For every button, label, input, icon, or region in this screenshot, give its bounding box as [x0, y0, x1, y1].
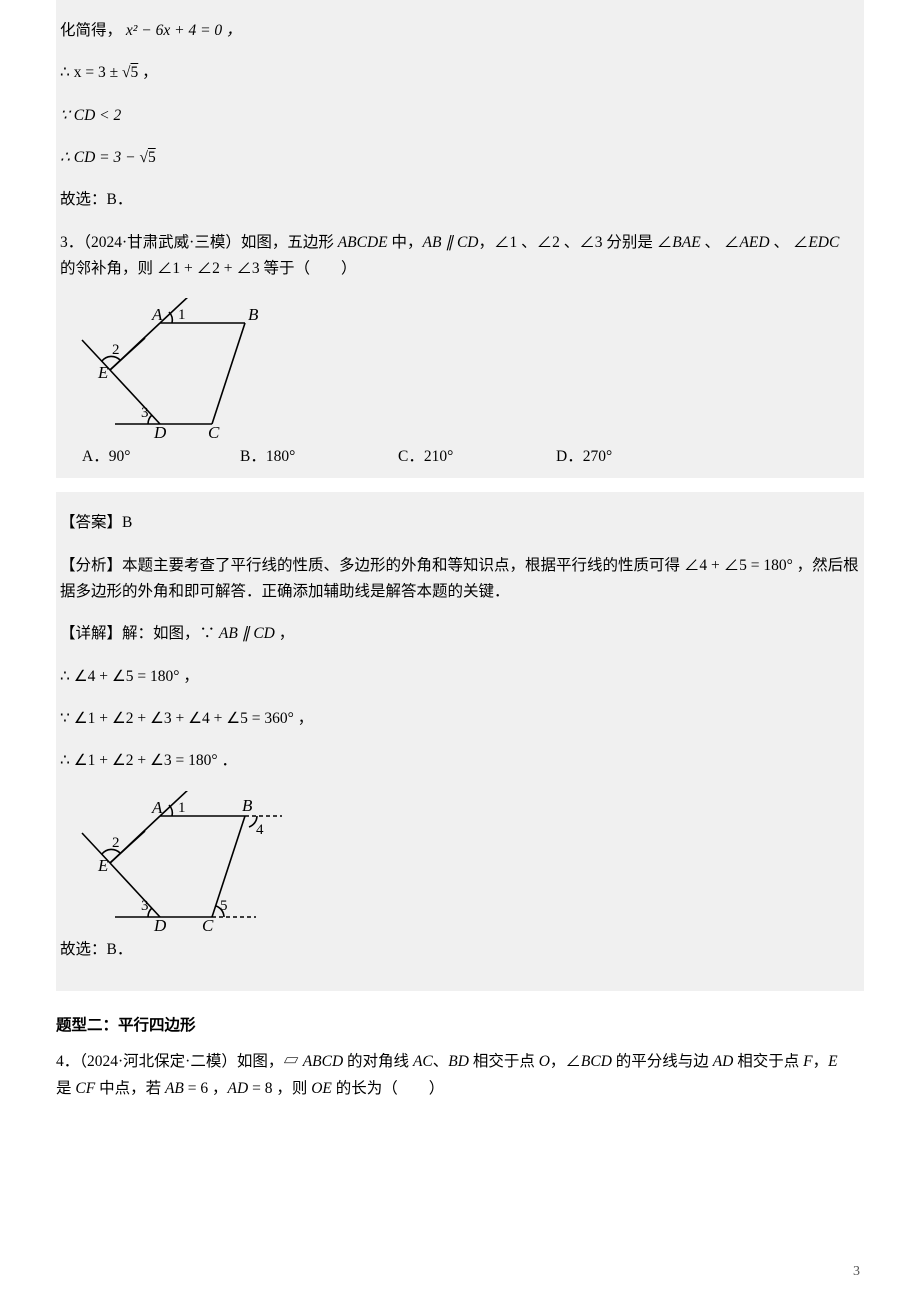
expr: ∴ x = 3 ± √5 ， [60, 64, 158, 81]
section-2-title: 题型二：平行四边形 [56, 1013, 864, 1035]
svg-text:A: A [151, 798, 163, 817]
svg-text:B: B [248, 305, 259, 324]
svg-text:C: C [208, 423, 220, 438]
svg-text:D: D [153, 916, 167, 931]
svg-text:B: B [242, 796, 253, 815]
equation: x² − 6x + 4 = 0 ， [126, 22, 242, 39]
svg-text:1: 1 [178, 307, 186, 323]
q4-stem: 4．（2024·河北保定·二模）如图，▱ ABCD 的对角线 AC、BD 相交于… [56, 1049, 864, 1102]
option-b: B．180° [240, 444, 398, 466]
svg-text:1: 1 [178, 800, 186, 816]
svg-text:2: 2 [112, 835, 120, 851]
svg-text:E: E [97, 363, 109, 382]
simplify-line: 化简得， x² − 6x + 4 = 0 ， [60, 18, 860, 44]
svg-text:A: A [151, 305, 163, 324]
q3-stem: 3．（2024·甘肃武威·三模）如图，五边形 ABCDE 中，AB ∥ CD，∠… [60, 230, 860, 283]
analysis-text: 【分析】本题主要考查了平行线的性质、多边形的外角和等知识点，根据平行线的性质可得… [60, 553, 860, 606]
answer-label: 【答案】B [60, 510, 860, 536]
svg-text:C: C [202, 916, 214, 931]
option-a: A．90° [82, 444, 240, 466]
therefore-x-line: ∴ x = 3 ± √5 ， [60, 60, 860, 86]
option-d: D．270° [556, 444, 714, 466]
figure-pentagon-1: A B E D C 1 2 3 [60, 298, 860, 438]
svg-text:5: 5 [220, 898, 228, 914]
page-number: 3 [853, 1264, 860, 1280]
therefore-cd-line: ∴ CD = 3 − √5 [60, 145, 860, 171]
q3-options: A．90° B．180° C．210° D．270° [82, 444, 860, 466]
detail-step-3: ∴ ∠1 + ∠2 + ∠3 = 180° ． [60, 748, 860, 774]
detail-step-1: ∴ ∠4 + ∠5 = 180° ， [60, 664, 860, 690]
svg-text:3: 3 [141, 898, 149, 914]
solution-block-1: 化简得， x² − 6x + 4 = 0 ， ∴ x = 3 ± √5 ， ∵ … [56, 0, 864, 478]
svg-text:D: D [153, 423, 167, 438]
svg-text:2: 2 [112, 342, 120, 358]
expr: ∵ CD < 2 [60, 107, 121, 124]
figure-pentagon-2: A B E D C 1 2 3 4 5 [60, 791, 860, 931]
text: 化简得， [60, 22, 122, 39]
option-c: C．210° [398, 444, 556, 466]
svg-text:4: 4 [256, 822, 264, 838]
choose-b-2: 故选：B． [60, 937, 860, 963]
detail-step-2: ∵ ∠1 + ∠2 + ∠3 + ∠4 + ∠5 = 360° ， [60, 706, 860, 732]
since-cd-line: ∵ CD < 2 [60, 103, 860, 129]
svg-text:3: 3 [141, 405, 149, 421]
solution-block-2: 【答案】B 【分析】本题主要考查了平行线的性质、多边形的外角和等知识点，根据平行… [56, 492, 864, 991]
detail-intro: 【详解】解：如图，∵ AB ∥ CD ， [60, 621, 860, 647]
expr: ∴ CD = 3 − √5 [60, 149, 156, 166]
svg-text:E: E [97, 856, 109, 875]
choose-b-1: 故选：B． [60, 187, 860, 213]
